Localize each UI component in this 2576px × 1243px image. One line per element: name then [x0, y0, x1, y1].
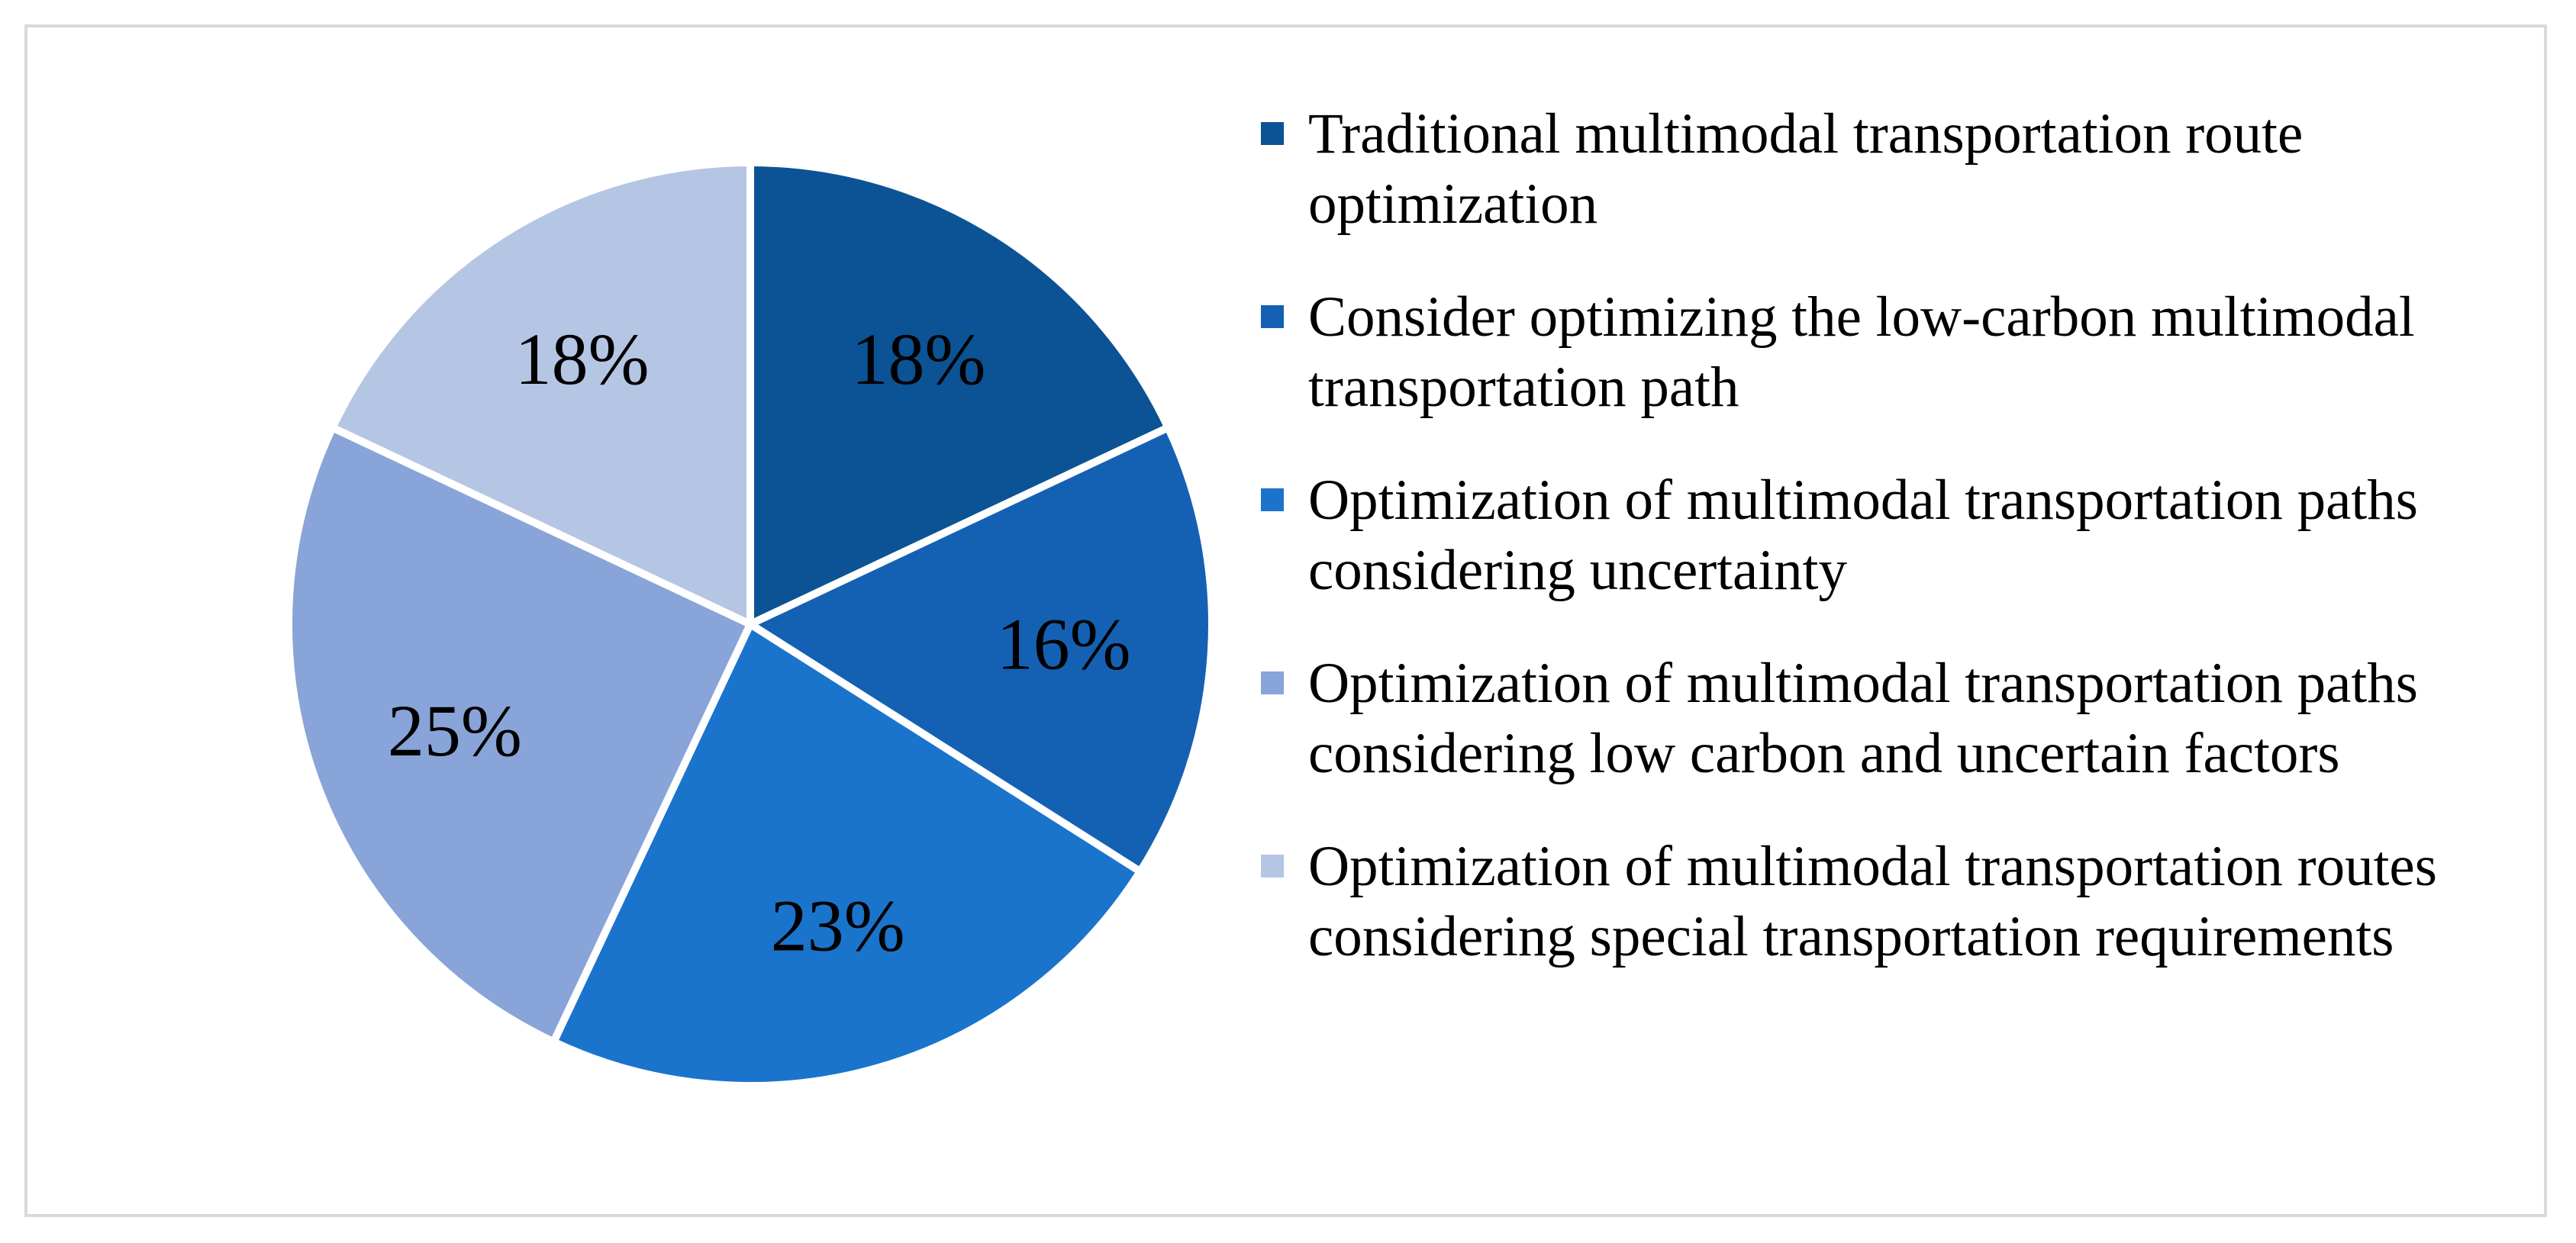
legend-label: Traditional multimodal transportation ro… — [1308, 102, 2304, 236]
legend-swatch — [1261, 305, 1284, 328]
legend-swatch — [1261, 855, 1284, 878]
pie-slice — [328, 159, 754, 628]
legend-label: Optimization of multimodal transportatio… — [1308, 835, 2437, 968]
pie-data-label: 25% — [388, 690, 522, 771]
pie-data-label: 16% — [997, 603, 1131, 684]
legend-item: Traditional multimodal transportation ro… — [1255, 99, 2552, 240]
pie-data-label: 18% — [851, 318, 985, 400]
legend-item: Optimization of multimodal transportatio… — [1255, 465, 2552, 606]
pie-slice — [550, 620, 1144, 1090]
pie-chart: 18% 16% 23% 25% 18% — [285, 159, 1216, 1090]
chart-frame: 18% 16% 23% 25% 18% Traditional multimodal t… — [24, 24, 2547, 1217]
legend-label: Optimization of multimodal transportatio… — [1308, 652, 2418, 785]
legend-swatch — [1261, 122, 1284, 145]
legend-swatch — [1261, 488, 1284, 511]
pie-slice — [746, 423, 1216, 876]
pie-slice — [746, 159, 1172, 628]
pie-data-label: 23% — [771, 885, 905, 967]
legend-swatch — [1261, 671, 1284, 694]
legend-label: Consider optimizing the low-carbon multi… — [1308, 285, 2415, 419]
legend-item: Optimization of multimodal transportatio… — [1255, 832, 2552, 972]
legend: Traditional multimodal transportation ro… — [1255, 99, 2552, 1015]
pie-data-label: 18% — [515, 318, 650, 400]
legend-item: Optimization of multimodal transportatio… — [1255, 649, 2552, 789]
pie-slice — [285, 423, 754, 1046]
legend-label: Optimization of multimodal transportatio… — [1308, 469, 2418, 602]
legend-item: Consider optimizing the low-carbon multi… — [1255, 282, 2552, 423]
pie-slices — [285, 159, 1216, 1090]
pie-data-labels: 18% 16% 23% 25% 18% — [388, 318, 1131, 966]
